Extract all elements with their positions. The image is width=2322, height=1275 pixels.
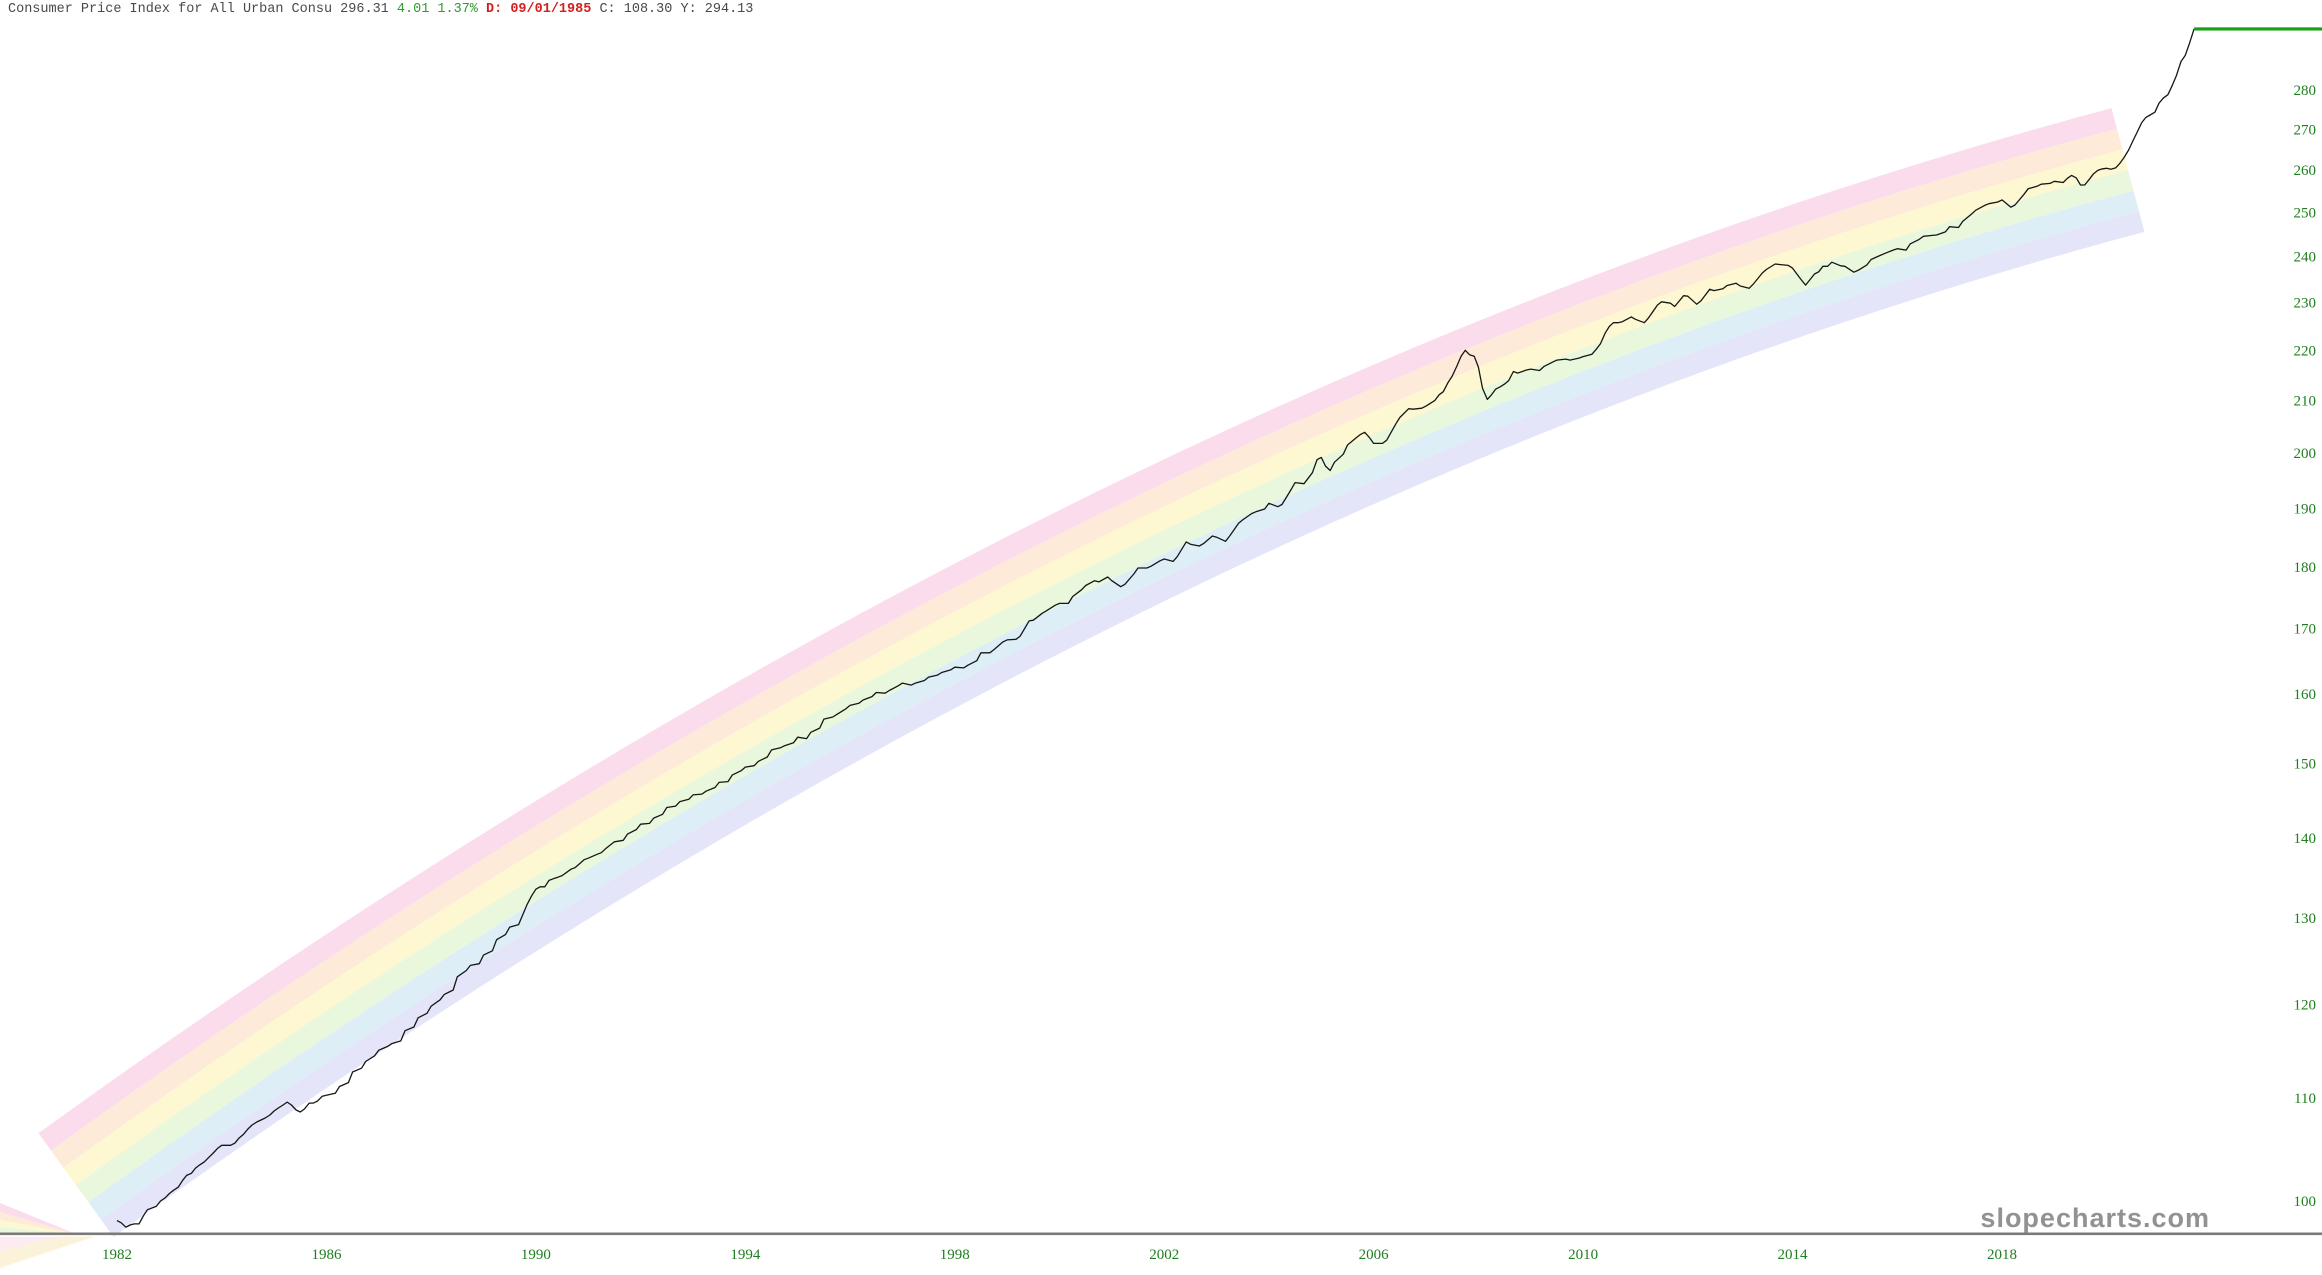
- x-axis-label: 1986: [311, 1247, 342, 1263]
- cpi-data-line: [116, 28, 2195, 1228]
- x-axis-label: 1982: [102, 1247, 132, 1263]
- y-axis-label: 260: [2294, 163, 2317, 179]
- x-axis-label: 2002: [1149, 1247, 1179, 1263]
- corner-wedge-strip: [0, 1220, 76, 1234]
- cpi-line-path: [116, 28, 2195, 1228]
- y-axis-label: 160: [2294, 687, 2317, 703]
- change-values: 4.01 1.37%: [396, 2, 478, 17]
- y-axis-label: 210: [2294, 393, 2317, 409]
- rainbow-band-strip: [88, 190, 2139, 1220]
- x-axis-label: 2010: [1568, 1247, 1598, 1263]
- last-value: 296.31: [340, 2, 389, 17]
- y-axis-label: 280: [2294, 83, 2317, 99]
- y-axis-label: 170: [2294, 621, 2317, 637]
- rainbow-band-strip: [100, 211, 2145, 1237]
- x-axis-labels: 1982 1986 1990 1994 1998 2002 2006 2010 2014 2018: [102, 1247, 2017, 1263]
- corner-rainbow-wedge: [0, 1203, 95, 1268]
- y-axis-label: 270: [2294, 122, 2317, 138]
- y-axis-label: 180: [2294, 560, 2317, 576]
- cursor-date: D: 09/01/1985: [486, 2, 592, 17]
- x-axis-label: 1990: [521, 1247, 551, 1263]
- x-axis-label: 1998: [940, 1247, 970, 1263]
- y-axis-label: 190: [2294, 501, 2317, 517]
- current-value-line: [2194, 27, 2322, 31]
- rainbow-channel-band: [38, 108, 2145, 1237]
- y-axis-label: 240: [2294, 249, 2317, 265]
- y-axis-label: 110: [2294, 1091, 2316, 1107]
- x-axis-label: 2006: [1359, 1247, 1390, 1263]
- corner-wedge-strip: [0, 1212, 76, 1234]
- x-axis-label: 2014: [1778, 1247, 1809, 1263]
- x-axis-label: 2018: [1987, 1247, 2017, 1263]
- corner-pink-patch: [0, 1236, 60, 1251]
- x-axis-label: 1994: [730, 1247, 761, 1263]
- corner-wedge-strip: [0, 1227, 76, 1234]
- y-axis-label: 120: [2294, 997, 2317, 1013]
- y-axis-label: 200: [2294, 446, 2317, 462]
- y-axis-label: 250: [2294, 205, 2317, 221]
- slopecharts-watermark: slopecharts.com: [1980, 1203, 2210, 1233]
- y-axis-label: 140: [2294, 831, 2317, 847]
- y-axis-labels: 280 270 260 250 240 230 220 210 200 190 180 170 160 1…: [2294, 83, 2317, 1210]
- current-value-marker: [2194, 27, 2322, 31]
- cursor-stats: C: 108.30 Y: 294.13: [599, 2, 754, 17]
- y-axis-label: 100: [2294, 1194, 2317, 1210]
- y-axis-label: 220: [2294, 343, 2317, 359]
- y-axis-label: 150: [2294, 757, 2317, 773]
- axis-baseline: [0, 1232, 2322, 1236]
- y-axis-label: 230: [2294, 295, 2317, 311]
- series-name: Consumer Price Index for All Urban Consu: [8, 2, 333, 17]
- corner-wedge-strip: [0, 1203, 76, 1234]
- x-axis-line: [0, 1232, 2322, 1236]
- y-axis-label: 130: [2294, 911, 2317, 927]
- quote-header: Consumer Price Index for All Urban Consu…: [8, 2, 753, 17]
